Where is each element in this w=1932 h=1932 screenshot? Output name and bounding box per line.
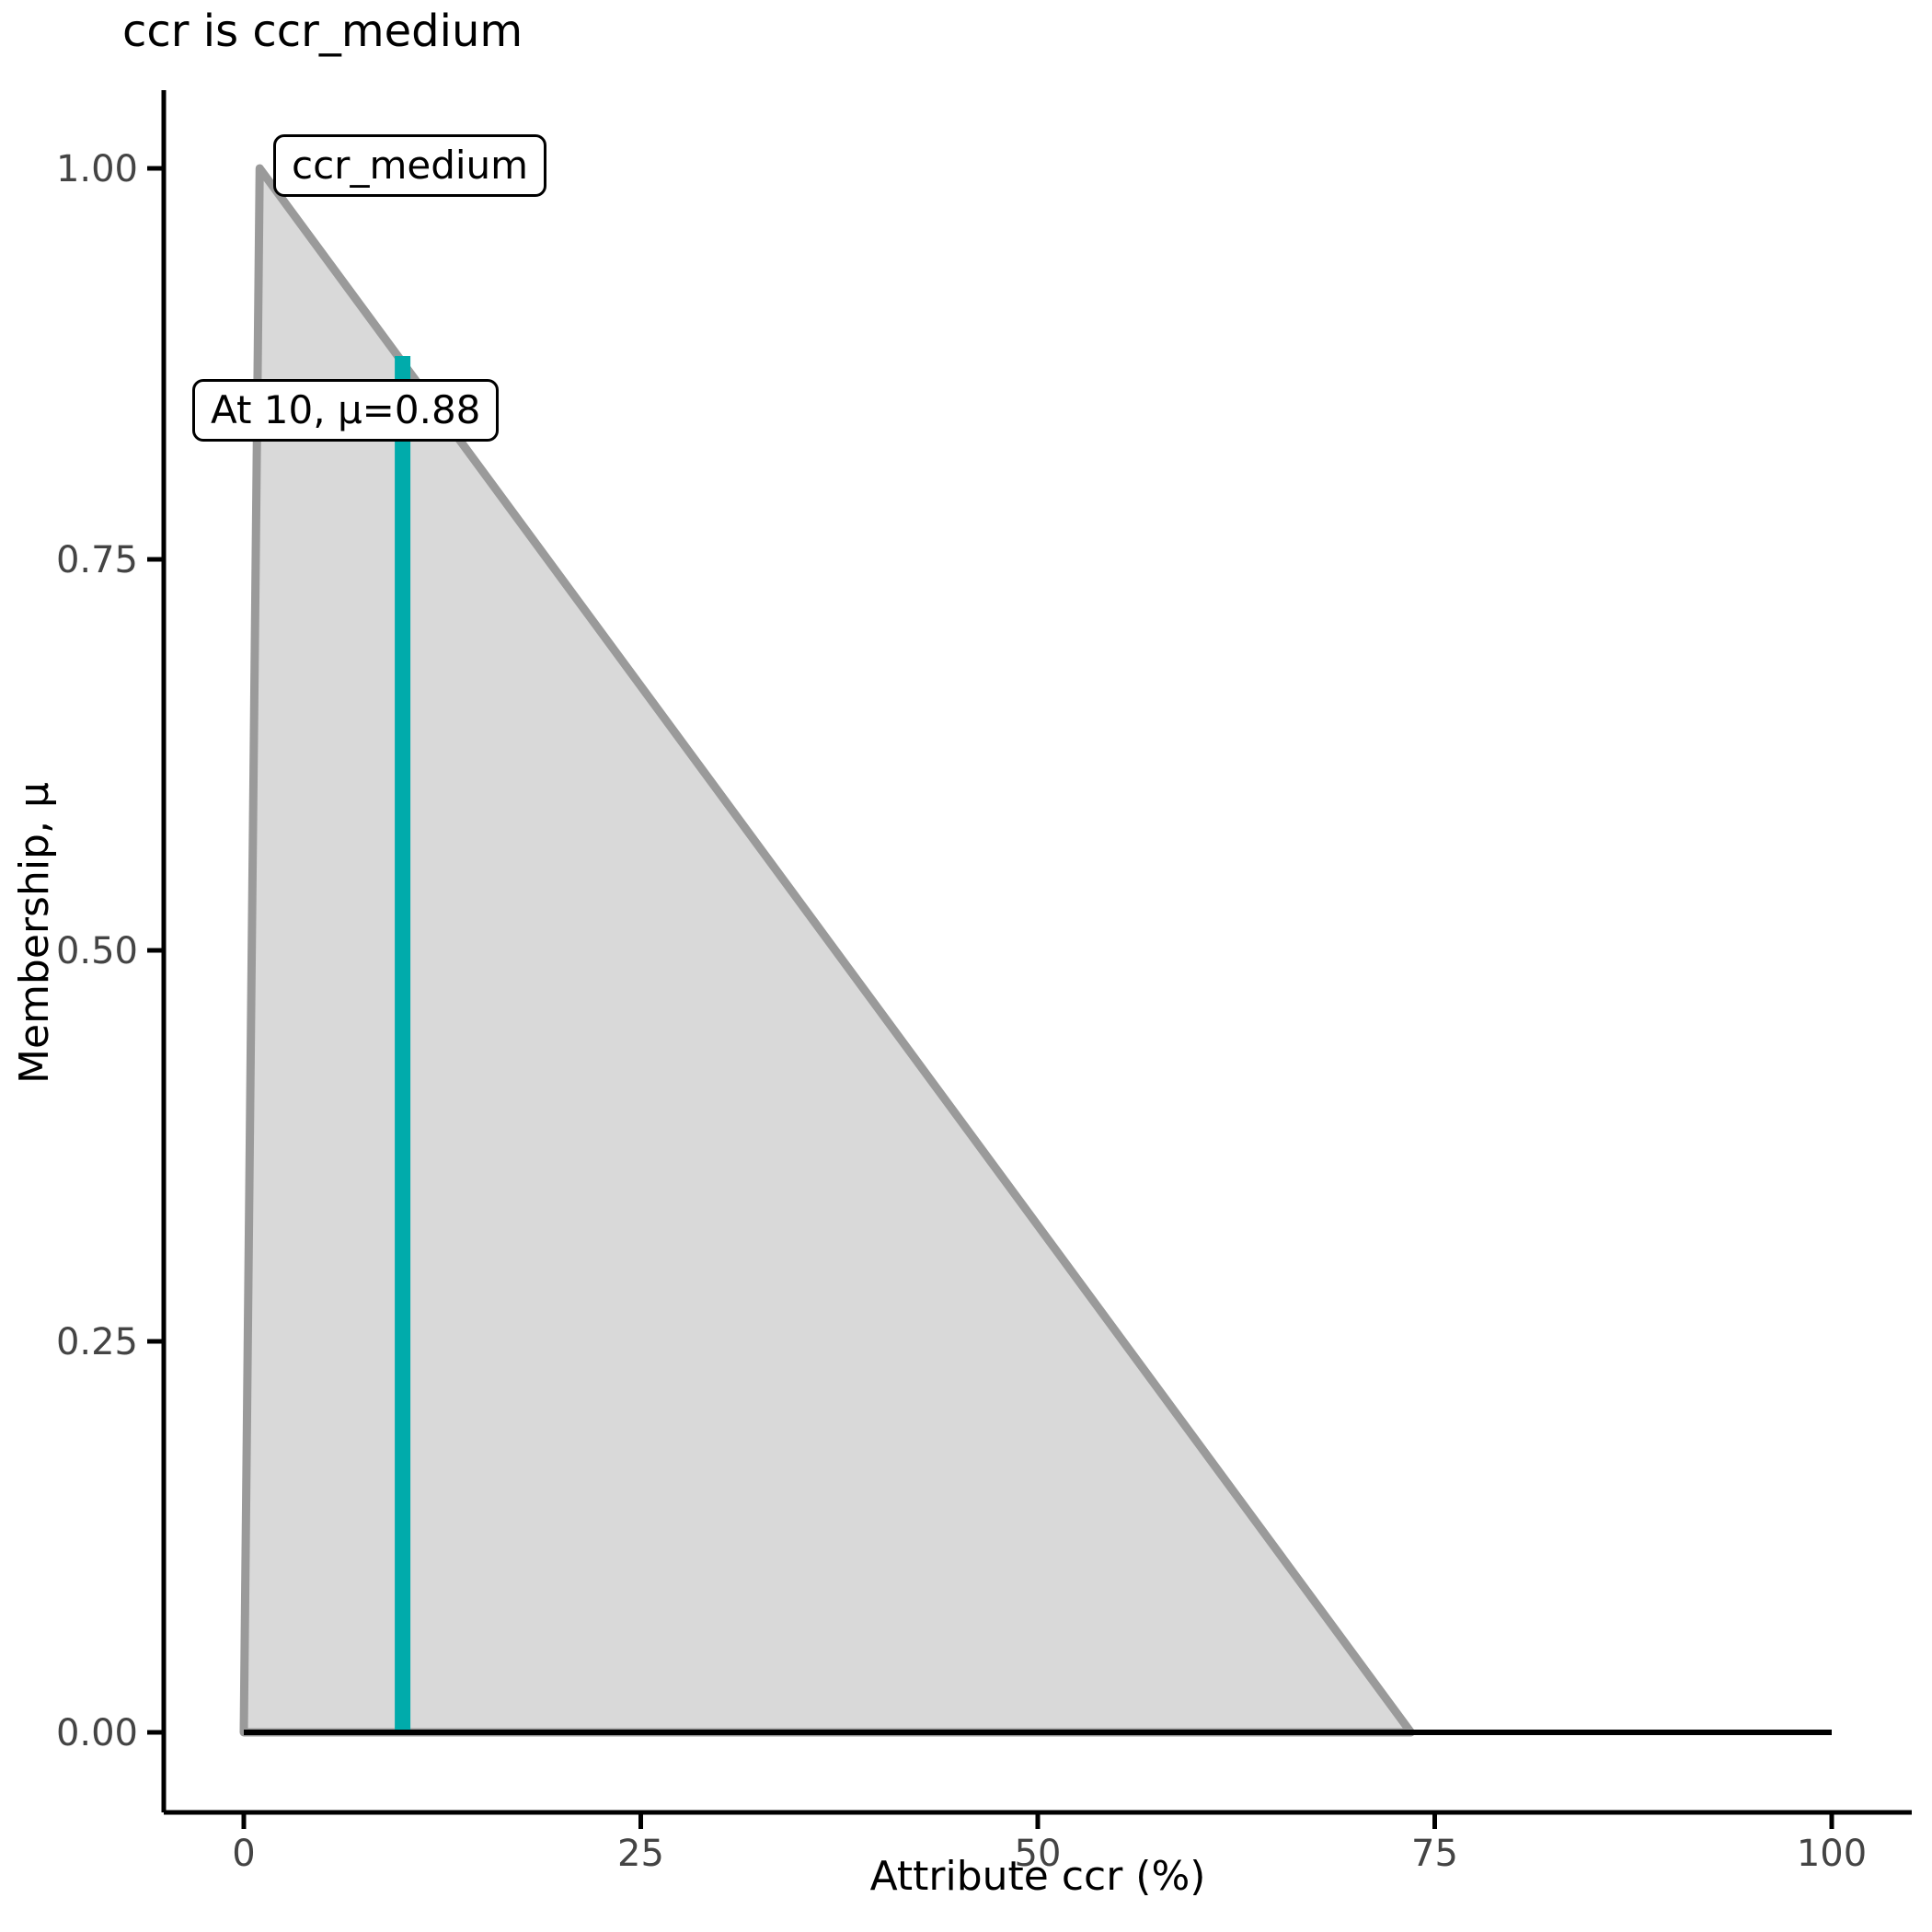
x-tick-label: 100 [1797, 1833, 1867, 1875]
x-axis-title: Attribute ccr (%) [869, 1853, 1206, 1900]
y-tick-label: 0.75 [56, 539, 138, 581]
membership-value-label: At 10, μ=0.88 [192, 379, 500, 443]
y-tick-label: 1.00 [56, 148, 138, 190]
y-axis-title: Membership, μ [11, 782, 58, 1084]
chart-title: ccr is ccr_medium [122, 6, 523, 57]
set-name-label: ccr_medium [273, 134, 547, 198]
y-tick-label: 0.00 [56, 1712, 138, 1754]
x-tick-label: 50 [1015, 1833, 1062, 1875]
x-tick-label: 75 [1411, 1833, 1458, 1875]
x-tick-label: 0 [232, 1833, 255, 1875]
x-tick-label: 25 [617, 1833, 664, 1875]
y-tick-label: 0.25 [56, 1321, 138, 1363]
y-tick-label: 0.50 [56, 930, 138, 972]
